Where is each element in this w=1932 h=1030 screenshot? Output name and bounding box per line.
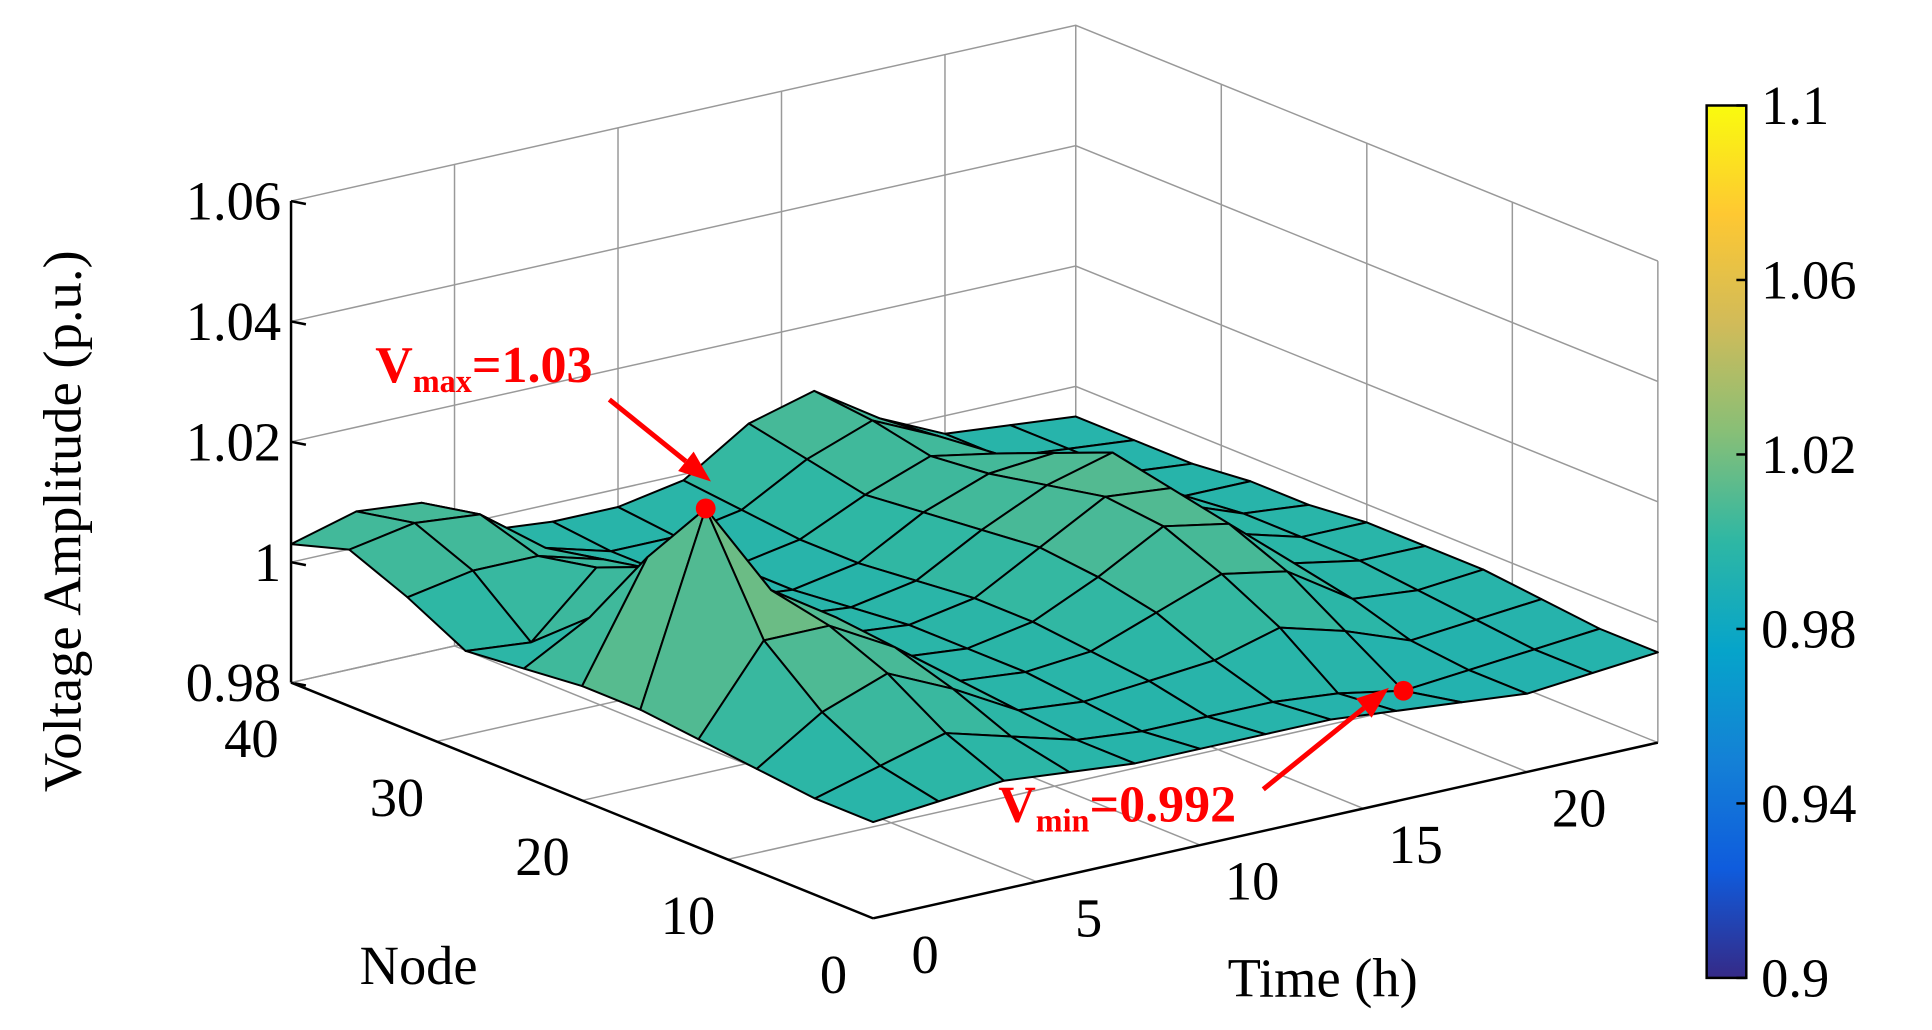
colorbar-tick-label: 0.98 (1761, 599, 1856, 660)
annotation-symbol: V (375, 337, 413, 394)
colorbar (1705, 104, 1748, 980)
x-tick-label: 10 (1225, 851, 1279, 912)
y-tick-label: 0 (820, 944, 847, 1005)
annotation-text: =1.03 (472, 337, 593, 394)
annotation-arrowhead (1356, 687, 1389, 718)
colorbar-tick-label: 0.94 (1761, 773, 1856, 834)
annotation-marker (1393, 680, 1414, 701)
y-tick-label: 20 (515, 826, 569, 887)
z-tick-label: 1.06 (186, 171, 281, 232)
annotation-arrow (607, 397, 688, 464)
z-tick (290, 440, 307, 446)
x-tick-label: 0 (912, 924, 939, 985)
z-grid-line (290, 24, 1659, 262)
annotation-symbol: V (998, 776, 1036, 833)
x-axis-title: Time (h) (1228, 947, 1418, 1008)
y-tick-label: 30 (370, 767, 424, 828)
annotation-arrow (1261, 706, 1366, 792)
x-axis (872, 741, 1659, 920)
annotation-arrowhead (678, 451, 711, 482)
z-tick-label: 1.02 (186, 411, 281, 472)
annotation-text: =0.992 (1089, 776, 1236, 833)
z-tick-label: 0.98 (186, 652, 281, 713)
y-tick-label: 40 (224, 708, 278, 769)
surface-patch (813, 764, 940, 824)
z-tick-label: 1.04 (186, 291, 281, 352)
z-tick (290, 199, 307, 206)
y-tick-label: 10 (661, 885, 715, 946)
y-axis-title: Node (360, 935, 478, 996)
y-axis (290, 681, 874, 920)
plot-area: Voltage Amplitude (p.u.) Node Time (h) 0… (32, 24, 1856, 1009)
annotation: Vmin=0.992 (998, 776, 1236, 838)
annotation: Vmax=1.03 (375, 337, 592, 399)
z-tick-label: 1 (254, 532, 281, 593)
colorbar-tick-label: 1.06 (1761, 250, 1856, 311)
colorbar-tick-label: 1.1 (1761, 75, 1829, 136)
annotation-marker (695, 498, 716, 519)
x-tick-label: 15 (1388, 814, 1442, 875)
annotation-subscript: max (413, 363, 472, 399)
colorbar-tick-label: 0.9 (1761, 947, 1829, 1008)
z-axis-title: Voltage Amplitude (p.u.) (32, 250, 93, 792)
z-tick (290, 560, 307, 567)
z-tick (290, 320, 307, 326)
x-tick-label: 5 (1075, 887, 1102, 948)
x-tick-label: 20 (1552, 777, 1606, 838)
annotation-subscript: min (1036, 802, 1090, 838)
colorbar-tick-label: 1.02 (1761, 424, 1856, 485)
